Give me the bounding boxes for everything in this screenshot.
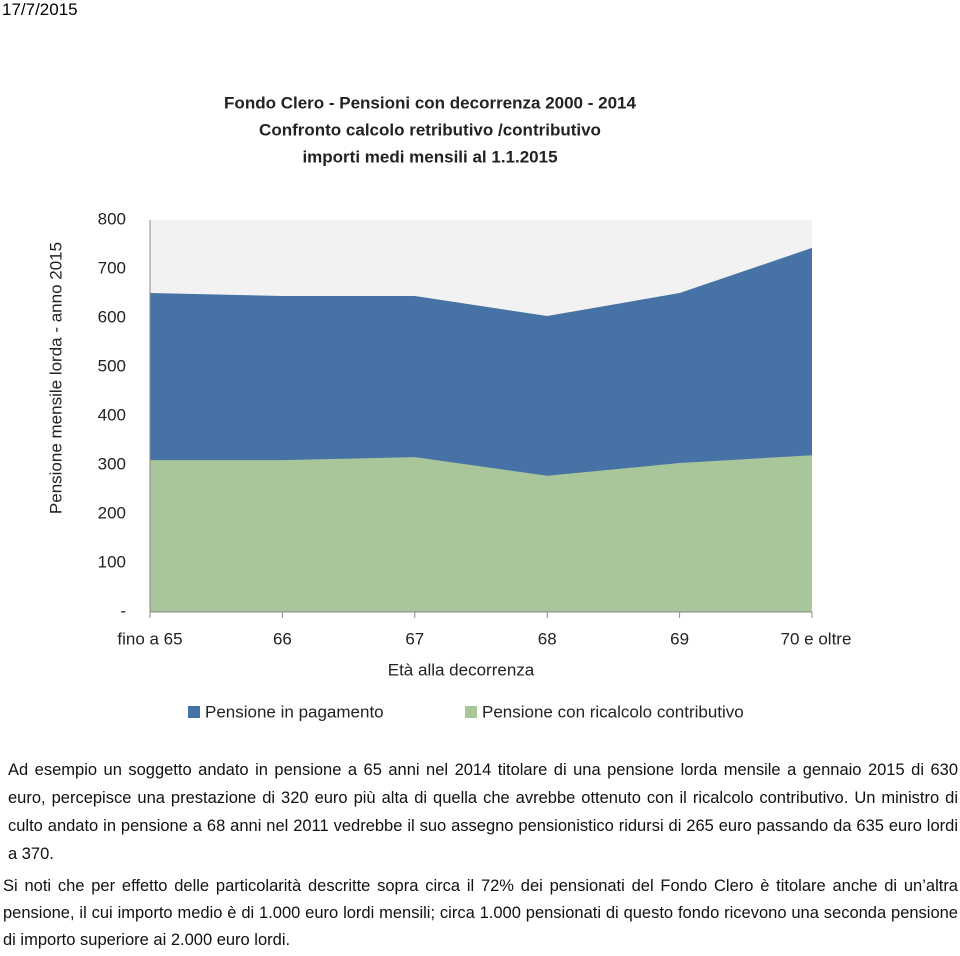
area <box>150 455 812 612</box>
legend-swatch <box>188 706 200 718</box>
y-tick-label: 500 <box>98 356 126 375</box>
date: 17/7/2015 <box>2 0 78 19</box>
x-tick-label: 67 <box>405 629 424 648</box>
x-tick-label: 69 <box>670 629 689 648</box>
y-tick-label: 800 <box>98 209 126 228</box>
y-tick-label: 700 <box>98 258 126 277</box>
y-tick-label: 200 <box>98 503 126 522</box>
chart-title: importi medi mensili al 1.1.2015 <box>302 147 557 166</box>
legend-label: Pensione con ricalcolo contributivo <box>482 702 744 721</box>
y-tick-label: 300 <box>98 454 126 473</box>
paragraph: Ad esempio un soggetto andato in pension… <box>8 761 958 863</box>
chart-title: Fondo Clero - Pensioni con decorrenza 20… <box>224 93 636 112</box>
x-tick-label: 70 e oltre <box>781 629 852 648</box>
y-axis-label: Pensione mensile lorda - anno 2015 <box>46 242 65 514</box>
x-tick-label: 66 <box>273 629 292 648</box>
chart-title: Confronto calcolo retributivo /contribut… <box>259 120 601 139</box>
chart: Fondo Clero - Pensioni con decorrenza 20… <box>46 93 852 721</box>
y-tick-label: 600 <box>98 307 126 326</box>
x-axis-label: Età alla decorrenza <box>388 660 535 679</box>
y-tick-label: 400 <box>98 405 126 424</box>
paragraph: Si noti che per effetto delle particolar… <box>3 877 958 949</box>
x-tick-label: fino a 65 <box>117 629 182 648</box>
x-tick-label: 68 <box>538 629 557 648</box>
legend-swatch <box>465 706 477 718</box>
y-tick-label: - <box>120 601 126 620</box>
legend-label: Pensione in pagamento <box>205 702 384 721</box>
y-tick-label: 100 <box>98 552 126 571</box>
